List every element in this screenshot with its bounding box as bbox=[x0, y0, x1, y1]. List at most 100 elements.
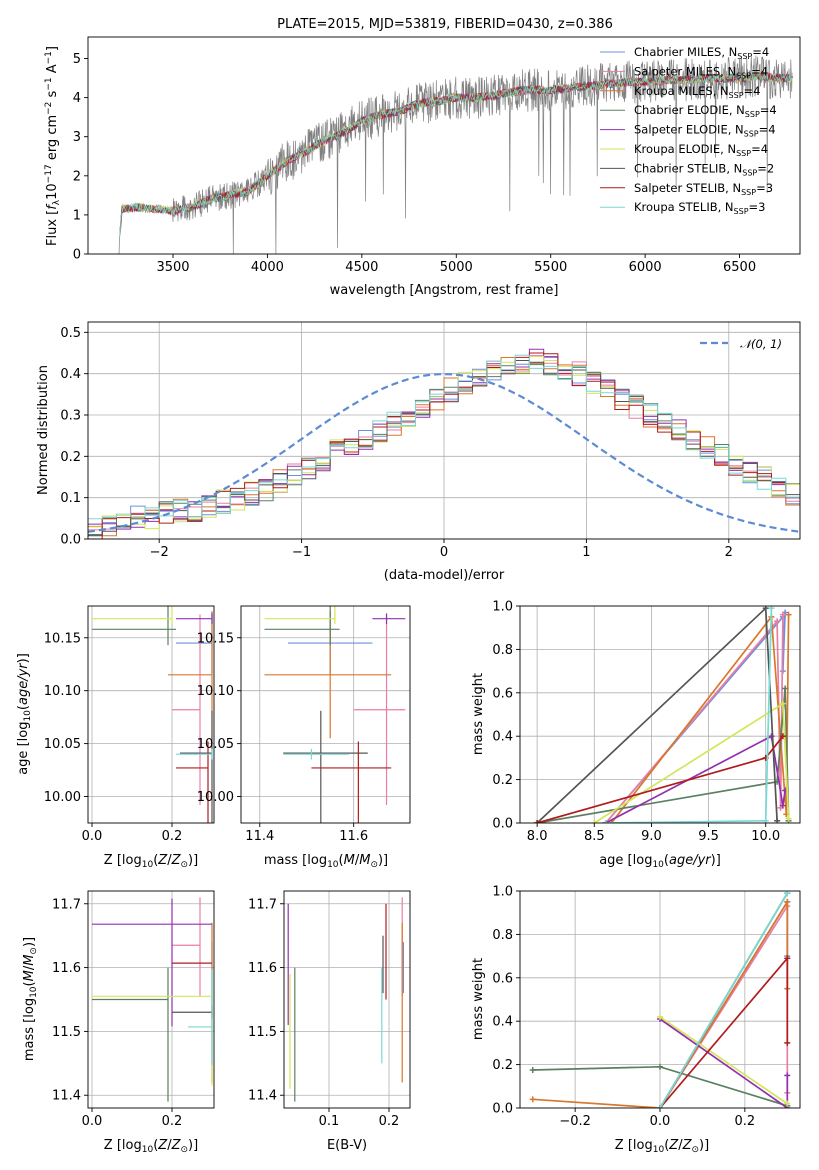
y-tick-label: 3 bbox=[73, 130, 81, 145]
y-tick-label: 0.4 bbox=[60, 367, 81, 382]
y-tick-label: 10.05 bbox=[197, 737, 234, 752]
x-tick-label: 4000 bbox=[251, 260, 284, 275]
y-axis-label: age [log10(age/yr)] bbox=[16, 653, 33, 775]
x-tick-label: 0.2 bbox=[735, 1114, 756, 1129]
y-tick-label: 0.2 bbox=[60, 450, 81, 465]
x-tick-label: 9.5 bbox=[698, 829, 719, 844]
x-tick-label: 8.0 bbox=[527, 829, 548, 844]
x-tick-label: −0.2 bbox=[559, 1114, 591, 1129]
y-tick-label: 0.0 bbox=[492, 1102, 513, 1117]
legend-label: Chabrier MILES, NSSP=4 bbox=[634, 45, 769, 61]
panel-residuals bbox=[88, 322, 800, 539]
x-axis-label: Z [log10(Z/Z⊙)] bbox=[104, 853, 198, 870]
x-tick-label: 0.2 bbox=[379, 1114, 400, 1129]
massweight-line-5 bbox=[659, 1018, 789, 1108]
y-tick-label: 10.15 bbox=[197, 631, 234, 646]
axes-frame-spectrum bbox=[87, 36, 801, 255]
massweight-line-2 bbox=[605, 614, 784, 823]
axes-frame-age_vs_mass bbox=[240, 605, 411, 824]
x-axis-label: (data-model)/error bbox=[384, 568, 505, 583]
x-tick-label: 0.2 bbox=[162, 1114, 183, 1129]
x-tick-label: 6000 bbox=[629, 260, 662, 275]
y-tick-label: 11.7 bbox=[248, 897, 277, 912]
x-tick-label: 6500 bbox=[723, 260, 756, 275]
plot-area-massweight_vs_Z bbox=[520, 891, 800, 1108]
y-tick-label: 11.4 bbox=[248, 1089, 277, 1104]
y-tick-label: 0.0 bbox=[492, 817, 513, 832]
y-tick-label: 11.5 bbox=[248, 1025, 277, 1040]
x-tick-label: 3500 bbox=[156, 260, 189, 275]
y-tick-label: 10.00 bbox=[197, 790, 234, 805]
y-tick-label: 10.10 bbox=[44, 684, 81, 699]
panel-massweight_vs_age bbox=[520, 606, 800, 823]
y-tick-label: 0.1 bbox=[60, 491, 81, 506]
plot-area-massweight_vs_age bbox=[520, 606, 800, 823]
x-axis-label: mass [log10(M/M⊙)] bbox=[264, 853, 388, 870]
panel-mass_vs_ebv bbox=[284, 891, 410, 1108]
legend-label: Salpeter STELIB, NSSP=3 bbox=[634, 181, 773, 197]
x-axis-label: wavelength [Angstrom, rest frame] bbox=[330, 283, 559, 298]
axes-frame-age_vs_Z bbox=[87, 605, 215, 824]
y-tick-label: 11.5 bbox=[52, 1025, 81, 1040]
massweight-line-4 bbox=[536, 688, 790, 823]
y-tick-label: 0.3 bbox=[60, 409, 81, 424]
plot-area-mass_vs_Z bbox=[88, 891, 214, 1108]
x-axis-label: Z [log10(Z/Z⊙)] bbox=[615, 1138, 709, 1155]
x-tick-label: −1 bbox=[292, 545, 311, 560]
y-tick-label: 0.5 bbox=[60, 326, 81, 341]
x-tick-label: 2 bbox=[725, 545, 733, 560]
panel-age_vs_Z bbox=[88, 606, 214, 823]
histogram-series-3 bbox=[88, 357, 800, 537]
chart-title: PLATE=2015, MJD=53819, FIBERID=0430, z=0… bbox=[277, 17, 613, 32]
plot-area-mass_vs_ebv bbox=[284, 891, 410, 1108]
plot-area-age_vs_Z bbox=[88, 606, 214, 823]
y-tick-label: 0.8 bbox=[492, 643, 513, 658]
massweight-line-3 bbox=[610, 614, 790, 823]
x-tick-label: 5500 bbox=[534, 260, 567, 275]
legend-label: Kroupa MILES, NSSP=4 bbox=[634, 84, 760, 100]
histogram-series-1 bbox=[88, 356, 800, 536]
y-tick-label: 0.2 bbox=[492, 1058, 513, 1073]
histogram-series-9 bbox=[88, 354, 800, 520]
y-tick-label: 1.0 bbox=[492, 885, 513, 900]
y-axis-label: mass [log10(M/M⊙)] bbox=[22, 937, 39, 1061]
axes-frame-massweight_vs_age bbox=[519, 605, 801, 824]
y-tick-label: 2 bbox=[73, 169, 81, 184]
histogram-series-5 bbox=[88, 348, 800, 530]
x-tick-label: 11.4 bbox=[245, 829, 274, 844]
legend-label: Kroupa ELODIE, NSSP=4 bbox=[634, 142, 768, 158]
legend-label: 𝒩(0, 1) bbox=[740, 337, 782, 351]
y-tick-label: 0.2 bbox=[492, 773, 513, 788]
y-tick-label: 0 bbox=[73, 248, 81, 263]
y-tick-label: 0.6 bbox=[492, 686, 513, 701]
x-tick-label: 0.0 bbox=[82, 829, 103, 844]
y-tick-label: 0.4 bbox=[492, 1015, 513, 1030]
x-axis-label: Z [log10(Z/Z⊙)] bbox=[104, 1138, 198, 1155]
x-tick-label: 8.5 bbox=[584, 829, 605, 844]
x-tick-label: 11.6 bbox=[339, 829, 368, 844]
panel-mass_vs_Z bbox=[88, 891, 214, 1108]
x-tick-label: 0.0 bbox=[650, 1114, 671, 1129]
y-tick-label: 11.4 bbox=[52, 1089, 81, 1104]
panel-massweight_vs_Z bbox=[520, 891, 800, 1108]
histogram-series-2 bbox=[88, 355, 800, 531]
x-tick-label: 10.0 bbox=[751, 829, 780, 844]
y-tick-label: 10.15 bbox=[44, 631, 81, 646]
y-tick-label: 10.05 bbox=[44, 737, 81, 752]
x-tick-label: 5000 bbox=[440, 260, 473, 275]
massweight-line-3 bbox=[532, 898, 789, 1108]
y-tick-label: 11.6 bbox=[52, 961, 81, 976]
y-tick-label: 10.00 bbox=[44, 790, 81, 805]
y-tick-label: 0.8 bbox=[492, 928, 513, 943]
y-axis-label: Flux [fλ10−17 erg cm−2 s−1 A−1] bbox=[44, 46, 62, 246]
x-tick-label: 0.0 bbox=[82, 1114, 103, 1129]
y-tick-label: 10.10 bbox=[197, 684, 234, 699]
massweight-line-9 bbox=[605, 608, 773, 823]
legend-label: Chabrier ELODIE, NSSP=4 bbox=[634, 103, 777, 119]
x-axis-label: E(B-V) bbox=[327, 1138, 367, 1153]
y-tick-label: 0.4 bbox=[492, 730, 513, 745]
y-axis-label: mass weight bbox=[471, 673, 486, 755]
x-tick-label: 0 bbox=[440, 545, 448, 560]
legend-label: Chabrier STELIB, NSSP=2 bbox=[634, 161, 774, 177]
